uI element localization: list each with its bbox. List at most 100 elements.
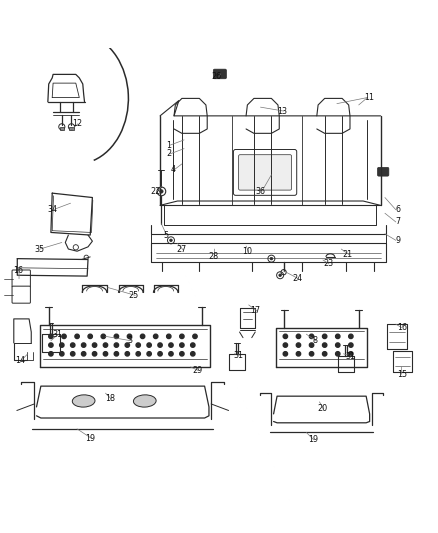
Circle shape — [62, 334, 66, 338]
Circle shape — [71, 343, 75, 348]
Circle shape — [349, 334, 353, 338]
Circle shape — [180, 343, 184, 348]
FancyBboxPatch shape — [12, 270, 30, 287]
Circle shape — [103, 352, 108, 356]
Circle shape — [127, 334, 132, 338]
Ellipse shape — [134, 395, 156, 407]
Text: 13: 13 — [277, 107, 287, 116]
Circle shape — [49, 343, 53, 348]
Circle shape — [283, 352, 288, 356]
Text: 16: 16 — [397, 323, 407, 332]
Circle shape — [75, 334, 79, 338]
Circle shape — [296, 334, 300, 338]
Circle shape — [336, 334, 340, 338]
Text: 9: 9 — [396, 236, 401, 245]
Text: 23: 23 — [323, 260, 333, 269]
Text: 6: 6 — [396, 205, 400, 214]
Circle shape — [158, 352, 162, 356]
Circle shape — [159, 190, 163, 193]
Text: 20: 20 — [318, 405, 328, 413]
Circle shape — [60, 352, 64, 356]
Circle shape — [114, 334, 119, 338]
Text: 8: 8 — [313, 336, 318, 345]
Circle shape — [147, 352, 151, 356]
Circle shape — [114, 343, 119, 348]
Text: 28: 28 — [208, 253, 219, 261]
Text: 24: 24 — [293, 274, 303, 283]
Circle shape — [193, 334, 197, 338]
Circle shape — [81, 343, 86, 348]
Text: 34: 34 — [47, 205, 57, 214]
Text: 7: 7 — [396, 217, 401, 227]
Circle shape — [125, 343, 130, 348]
Circle shape — [158, 343, 162, 348]
FancyBboxPatch shape — [69, 127, 74, 130]
Text: 15: 15 — [397, 370, 407, 379]
Circle shape — [322, 352, 327, 356]
Circle shape — [283, 334, 288, 338]
Circle shape — [309, 352, 314, 356]
Text: 17: 17 — [251, 306, 261, 315]
Ellipse shape — [72, 395, 95, 407]
Circle shape — [322, 343, 327, 348]
Circle shape — [270, 257, 273, 260]
Circle shape — [136, 352, 141, 356]
Circle shape — [141, 334, 145, 338]
Circle shape — [71, 352, 75, 356]
Circle shape — [92, 352, 97, 356]
Circle shape — [309, 343, 314, 348]
Text: 19: 19 — [85, 433, 95, 442]
Text: 31: 31 — [345, 351, 355, 360]
Text: 19: 19 — [308, 435, 318, 445]
FancyBboxPatch shape — [213, 69, 226, 79]
Text: 18: 18 — [105, 394, 115, 403]
Circle shape — [101, 334, 106, 338]
Text: 26: 26 — [212, 72, 222, 81]
Circle shape — [153, 334, 158, 338]
Circle shape — [296, 352, 300, 356]
Text: 27: 27 — [177, 245, 187, 254]
Text: 2: 2 — [166, 149, 171, 158]
Text: 29: 29 — [192, 366, 202, 375]
Circle shape — [147, 343, 151, 348]
Text: 31: 31 — [53, 330, 63, 338]
Text: 3: 3 — [127, 336, 132, 345]
Text: 31: 31 — [233, 351, 244, 360]
Circle shape — [60, 343, 64, 348]
Circle shape — [191, 343, 195, 348]
Circle shape — [349, 343, 353, 348]
Circle shape — [125, 352, 130, 356]
FancyBboxPatch shape — [233, 149, 297, 195]
Text: 25: 25 — [129, 291, 139, 300]
Text: 5: 5 — [163, 231, 168, 239]
Circle shape — [336, 343, 340, 348]
Circle shape — [349, 352, 353, 356]
Text: 22: 22 — [151, 187, 161, 196]
Text: 10: 10 — [242, 247, 252, 256]
Circle shape — [180, 352, 184, 356]
Circle shape — [296, 343, 300, 348]
Circle shape — [191, 352, 195, 356]
FancyBboxPatch shape — [239, 155, 291, 190]
Circle shape — [114, 352, 119, 356]
Circle shape — [336, 352, 340, 356]
Text: 4: 4 — [171, 165, 176, 174]
Text: 21: 21 — [343, 250, 353, 259]
Circle shape — [49, 352, 53, 356]
FancyBboxPatch shape — [378, 167, 389, 176]
Circle shape — [169, 352, 173, 356]
Circle shape — [180, 334, 184, 338]
Circle shape — [283, 343, 288, 348]
Text: 1: 1 — [166, 141, 171, 150]
Text: 35: 35 — [34, 245, 44, 254]
Circle shape — [166, 334, 171, 338]
FancyBboxPatch shape — [12, 286, 30, 303]
Text: 36: 36 — [255, 187, 265, 196]
Circle shape — [309, 334, 314, 338]
Circle shape — [81, 352, 86, 356]
Circle shape — [88, 334, 92, 338]
Text: 14: 14 — [15, 356, 25, 365]
FancyBboxPatch shape — [60, 127, 64, 130]
Circle shape — [136, 343, 141, 348]
Text: 11: 11 — [364, 93, 374, 102]
